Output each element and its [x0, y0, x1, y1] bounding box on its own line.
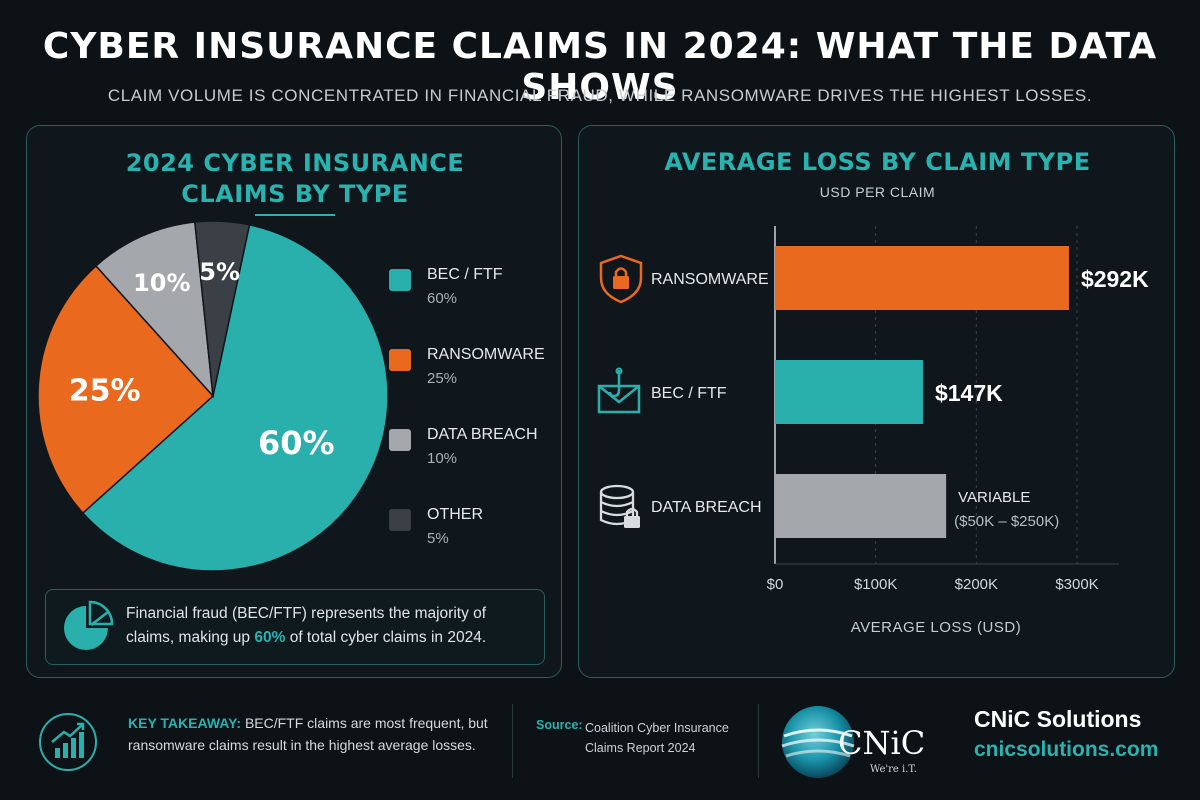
page-subtitle: CLAIM VOLUME IS CONCENTRATED IN FINANCIA… [107, 86, 1093, 105]
pie-chart-icon [64, 600, 114, 650]
bar-value-label: $147K [935, 380, 1003, 406]
pie-slice-bec-ftf [81, 223, 389, 572]
bar-value-label: $292K [1081, 266, 1149, 292]
pie-chart-title: 2024 CYBER INSURANCE CLAIMS BY TYPE [27, 148, 563, 210]
legend-value: 10% [427, 450, 458, 467]
source-text: Coalition Cyber Insurance Claims Report … [585, 721, 729, 755]
x-axis-title: AVERAGE LOSS (USD) [851, 619, 1021, 636]
brand-url[interactable]: cnicsolutions.com [974, 738, 1159, 761]
bar-value-range: ($50K – $250K) [954, 513, 1059, 530]
database-lock-icon [599, 484, 640, 528]
logo-text: CNiC [838, 724, 925, 762]
pie-chart: 60% 25% 10% 5% [37, 220, 389, 572]
footer-divider [512, 704, 513, 778]
logo-tagline: We're i.T. [870, 764, 917, 775]
bar-chart-subtitle: USD PER CLAIM [819, 184, 936, 200]
legend-label: DATA BREACH [427, 426, 538, 443]
growth-chart-icon [39, 713, 97, 771]
legend-label: OTHER [427, 506, 483, 523]
footer-divider [758, 704, 759, 778]
brand-name: CNiC Solutions [974, 706, 1142, 732]
pie-chart-title-line1: 2024 CYBER INSURANCE [125, 149, 465, 177]
pie-slice-other [193, 220, 251, 397]
callout-text-before: Financial fraud (BEC/FTF) represents the… [126, 605, 487, 646]
bar-category-label: RANSOMWARE [651, 271, 769, 288]
pie-label-other: 5% [199, 258, 240, 286]
callout-box: Financial fraud (BEC/FTF) represents the… [45, 589, 545, 665]
key-takeaway-text: BEC/FTF claims are most frequent, but ra… [128, 715, 488, 753]
pie-chart-panel: 2024 CYBER INSURANCE CLAIMS BY TYPE 60% 2… [26, 125, 562, 678]
legend-swatch [389, 349, 411, 371]
bar-category-label: BEC / FTF [651, 385, 727, 402]
x-tick-label: $100K [854, 576, 897, 593]
pie-label-bec-ftf: 60% [258, 424, 335, 462]
shield-lock-icon [599, 254, 643, 304]
bar-category-label: DATA BREACH [651, 499, 762, 516]
legend-label: RANSOMWARE [427, 346, 545, 363]
callout-text-after: of total cyber claims in 2024. [285, 629, 487, 646]
pie-label-data-breach: 10% [133, 269, 190, 297]
legend-value: 60% [427, 290, 458, 307]
legend-swatch [389, 269, 411, 291]
key-takeaway-label: KEY TAKEAWAY: [128, 715, 242, 731]
callout-text: Financial fraud (BEC/FTF) represents the… [126, 602, 536, 650]
bar-ransomware [775, 246, 1069, 310]
source-label: Source: [536, 718, 583, 732]
callout-highlight: 60% [254, 629, 286, 646]
pie-chart-title-line2: CLAIMS BY TYPE [181, 180, 409, 208]
legend-swatch [389, 509, 411, 531]
legend-value: 5% [427, 530, 449, 547]
key-takeaway: KEY TAKEAWAY: BEC/FTF claims are most fr… [128, 712, 498, 756]
x-tick-label: $0 [767, 576, 784, 593]
pie-slice-data-breach [94, 221, 214, 399]
bar-bec-ftf [775, 360, 923, 424]
envelope-hook-icon [597, 367, 641, 414]
bar-chart-title: AVERAGE LOSS BY CLAIM TYPE [664, 148, 1091, 176]
bar-chart: $0 $100K $200K $300K AVERAGE LOSS (USD) RANSO… [597, 226, 1149, 636]
legend-swatch [389, 429, 411, 451]
legend-label: BEC / FTF [427, 266, 503, 283]
bar-data-breach [775, 474, 947, 538]
pie-label-ransomware: 25% [69, 373, 141, 408]
x-tick-label: $200K [955, 576, 998, 593]
page-title: CYBER INSURANCE CLAIMS IN 2024: WHAT THE… [42, 26, 1158, 108]
bar-value-label: VARIABLE [958, 489, 1030, 506]
legend-value: 25% [427, 370, 458, 387]
bar-chart-panel: AVERAGE LOSS BY CLAIM TYPE USD PER CLAIM… [578, 125, 1175, 678]
cnic-logo: CNiC We're i.T. [781, 706, 925, 778]
title-underline [255, 214, 335, 216]
pie-slice-ransomware [37, 264, 215, 515]
footer: KEY TAKEAWAY: BEC/FTF claims are most fr… [0, 690, 1200, 800]
x-tick-label: $300K [1055, 576, 1098, 593]
